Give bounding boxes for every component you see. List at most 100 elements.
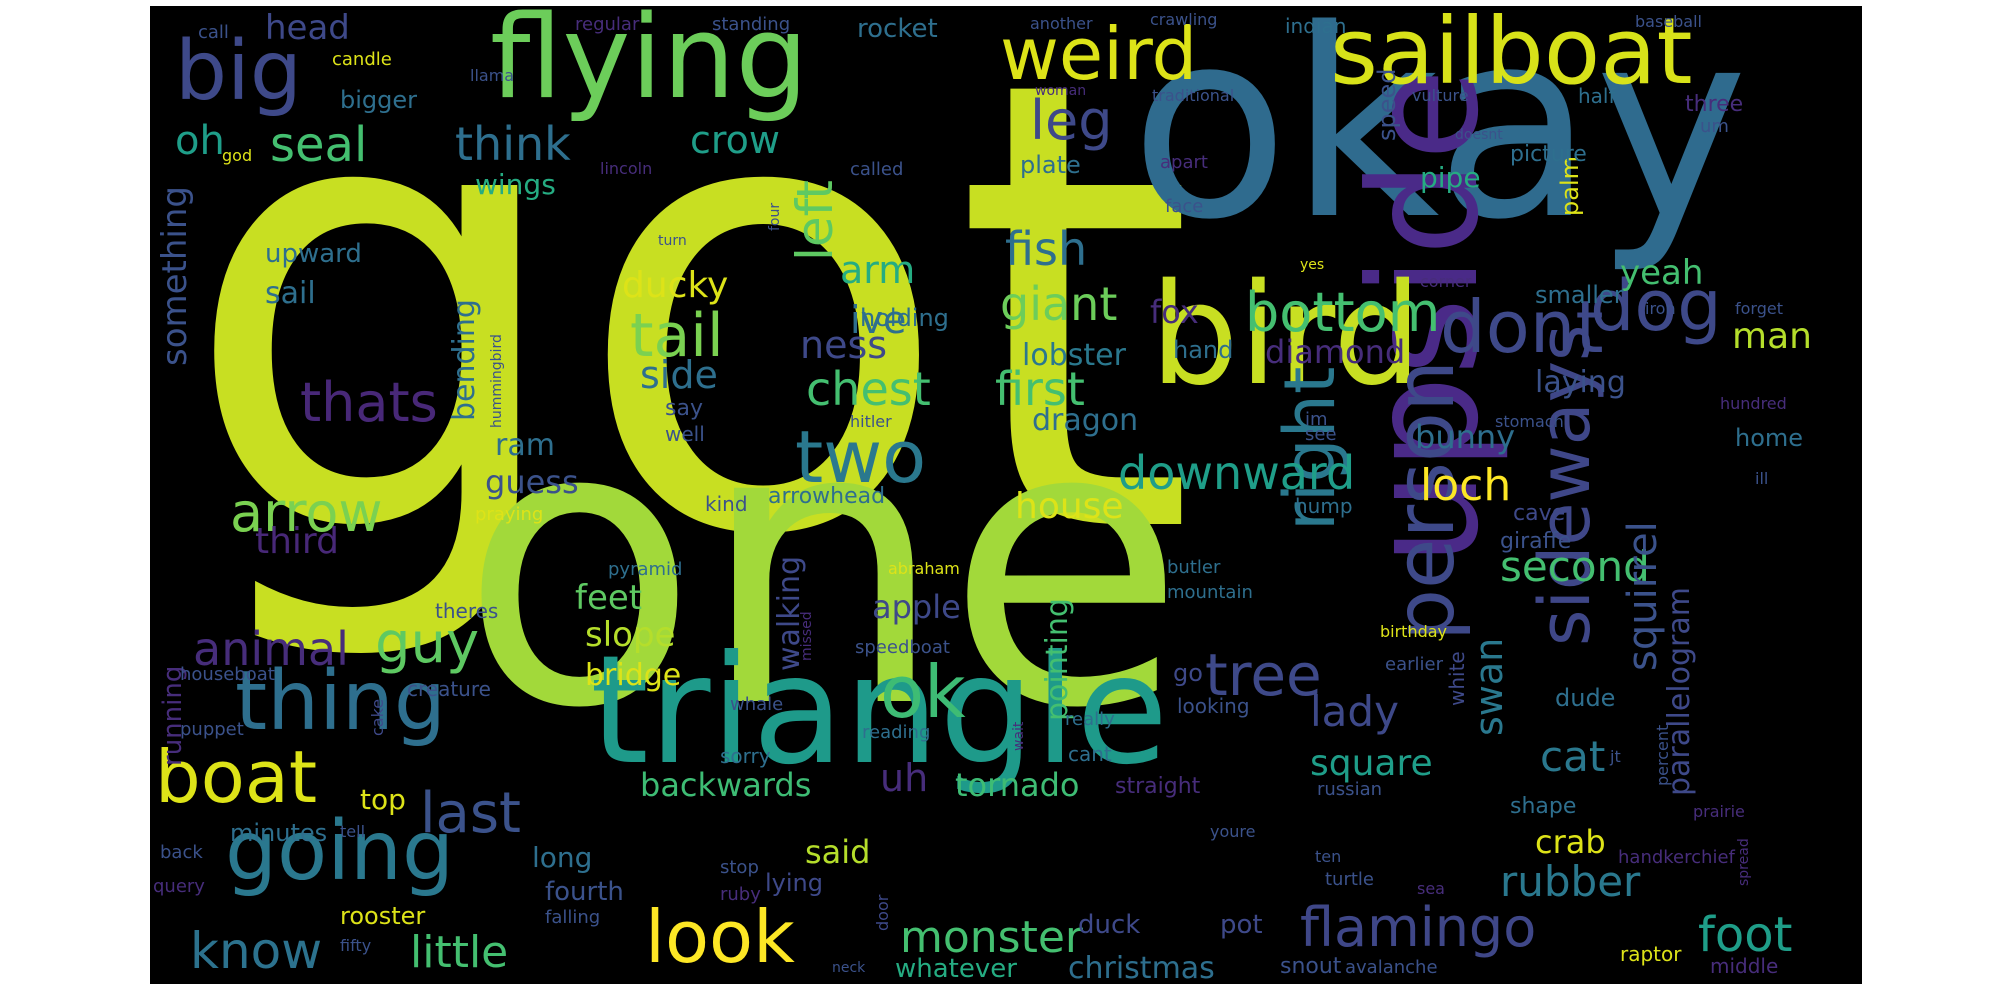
word-know: know: [190, 922, 323, 980]
word-diamond: diamond: [1265, 333, 1406, 371]
word-called: called: [850, 159, 904, 180]
word-fox: fox: [1150, 293, 1199, 331]
word-feet: feet: [575, 578, 643, 618]
word-lobster: lobster: [1022, 338, 1126, 373]
word-ruby: ruby: [720, 884, 761, 905]
word-middle: middle: [1710, 954, 1779, 978]
word-thats: thats: [300, 371, 438, 434]
word-house: house: [1015, 486, 1124, 527]
word-dude: dude: [1555, 684, 1616, 712]
word-bird: bird: [1150, 254, 1422, 417]
word-missed: missed: [799, 611, 815, 661]
word-handkerchief: handkerchief: [1618, 847, 1735, 868]
word-youre: youre: [1210, 822, 1256, 841]
word-reading: reading: [862, 722, 931, 743]
word-houseboat: houseboat: [180, 664, 275, 685]
word-holding: holding: [860, 304, 949, 332]
word-monster: monster: [900, 912, 1084, 963]
word-whatever: whatever: [895, 954, 1017, 984]
word-theres: theres: [435, 599, 499, 623]
word-okay: okay: [1130, 6, 1749, 277]
word-ten: ten: [1315, 847, 1342, 866]
word-snout: snout: [1280, 954, 1342, 979]
word-christmas: christmas: [1068, 951, 1215, 984]
word-cat: cat: [1540, 732, 1606, 781]
word-arrow: arrow: [230, 481, 383, 544]
word-hummingbird: hummingbird: [489, 334, 505, 428]
word-lady: lady: [1310, 687, 1399, 736]
word-rooster: rooster: [340, 902, 426, 930]
word-kind: kind: [705, 492, 748, 516]
word-ducky: ducky: [622, 265, 729, 306]
word-stomach: stomach: [1495, 412, 1564, 431]
word-got: got: [180, 6, 1196, 671]
word-tail: tail: [630, 301, 724, 371]
word-swan: swan: [1467, 637, 1511, 736]
word-guy: guy: [375, 611, 480, 676]
word-looking: looking: [1177, 694, 1250, 718]
word-say: say: [665, 396, 703, 421]
word-mountain: mountain: [1167, 582, 1253, 603]
word-little: little: [410, 927, 509, 978]
word-look: look: [645, 895, 795, 979]
word-sailboat: sailboat: [1330, 6, 1693, 105]
word-cave: cave: [1513, 501, 1566, 526]
word-regular: regular: [575, 14, 640, 35]
word-bigger: bigger: [340, 86, 418, 114]
word-oh: oh: [175, 118, 225, 164]
word-um: um: [1700, 116, 1729, 137]
word-sail: sail: [265, 276, 316, 311]
word-ive: ive: [850, 298, 907, 342]
word-im: im: [1305, 409, 1328, 430]
word-flamingo: flamingo: [1300, 896, 1537, 959]
word-turtle: turtle: [1325, 869, 1374, 890]
word-white: white: [1445, 651, 1469, 706]
word-squirrel: squirrel: [1620, 521, 1666, 671]
word-three: three: [1685, 92, 1744, 117]
word-square: square: [1310, 743, 1433, 784]
word-tell: tell: [340, 822, 366, 841]
word-chest: chest: [806, 362, 931, 416]
word-apple: apple: [872, 588, 961, 626]
word-speed: speed: [1373, 68, 1401, 141]
word-backwards: backwards: [640, 766, 812, 804]
word-foot: foot: [1698, 907, 1793, 963]
word-corner: corner: [1420, 272, 1472, 291]
word-dog: dog: [1590, 265, 1722, 347]
word-arrowhead: arrowhead: [768, 484, 886, 509]
word-yeah: yeah: [1620, 253, 1704, 293]
word-thing: thing: [235, 654, 446, 749]
word-dont: dont: [1440, 285, 1604, 369]
word-third: third: [255, 521, 339, 562]
word-home: home: [1735, 424, 1804, 452]
word-lincoln: lincoln: [600, 159, 653, 178]
word-upward: upward: [265, 239, 362, 269]
word-wings: wings: [475, 168, 556, 201]
word-going: going: [225, 804, 455, 899]
word-plate: plate: [1020, 151, 1081, 179]
word-god: god: [222, 146, 253, 165]
word-flying: flying: [490, 6, 809, 125]
word-spread: spread: [1736, 838, 1752, 886]
word-praying: praying: [475, 504, 544, 525]
word-prairie: prairie: [1693, 802, 1745, 821]
word-lying: lying: [765, 869, 823, 897]
word-bunny: bunny: [1415, 418, 1516, 456]
word-laying: laying: [1535, 365, 1626, 400]
word-yes: yes: [1300, 257, 1325, 273]
word-first: first: [995, 362, 1085, 416]
word-traditional: traditional: [1152, 86, 1235, 105]
word-leg: leg: [1030, 89, 1113, 152]
word-minutes: minutes: [230, 819, 328, 847]
word-hump: hump: [1295, 494, 1353, 518]
word-well: well: [665, 422, 705, 446]
word-neck: neck: [832, 960, 866, 976]
word-another: another: [1030, 14, 1093, 33]
word-sea: sea: [1417, 879, 1445, 898]
word-boat: boat: [155, 735, 318, 819]
word-rocket: rocket: [857, 14, 938, 44]
word-uh: uh: [880, 756, 929, 800]
word-cake: cake: [368, 698, 387, 736]
word-giraffe: giraffe: [1500, 529, 1572, 554]
word-raptor: raptor: [1620, 942, 1682, 966]
